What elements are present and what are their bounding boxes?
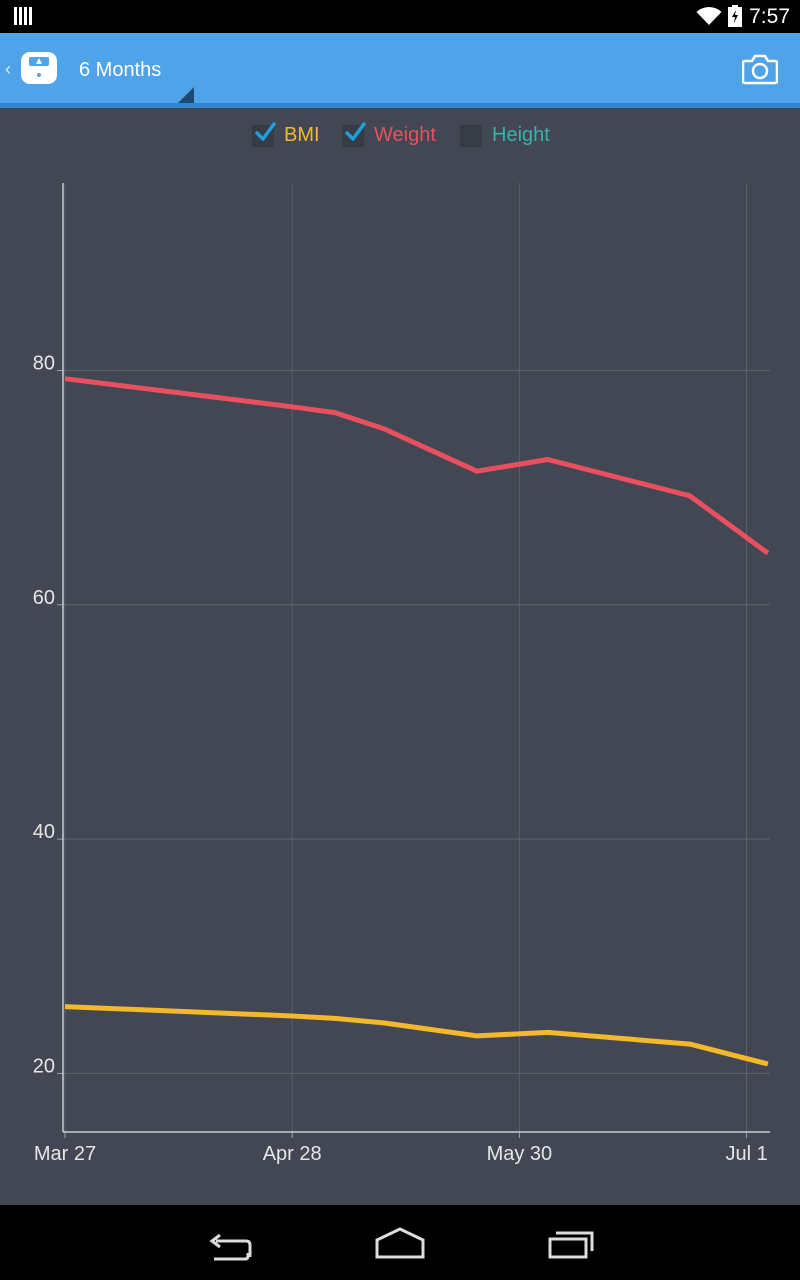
series-line-weight — [64, 376, 770, 556]
time-range-spinner[interactable]: 6 Months — [70, 45, 194, 103]
weight-bmi-line-chart: 20 40 60 80 Mar 27 Apr 28 May 30 Jul 1 — [33, 183, 770, 1165]
height-checkbox[interactable] — [460, 125, 482, 147]
legend-label-height: Height — [492, 124, 550, 146]
up-chevron-icon[interactable]: ‹ — [5, 59, 11, 79]
status-time: 7:57 — [749, 5, 790, 28]
legend-label-bmi: BMI — [284, 124, 320, 146]
y-tick-label: 60 — [33, 587, 55, 609]
status-bar: 7:57 — [0, 0, 800, 33]
notification-bars-icon — [14, 7, 32, 25]
camera-icon[interactable] — [742, 53, 778, 85]
scale-app-icon[interactable] — [20, 49, 58, 87]
bmi-check-icon — [255, 122, 276, 141]
x-tick-label: May 30 — [487, 1143, 553, 1165]
home-icon[interactable] — [370, 1223, 430, 1263]
y-tick-label: 80 — [33, 352, 55, 374]
x-tick-label: Mar 27 — [34, 1143, 96, 1165]
x-tick-label: Apr 28 — [263, 1143, 322, 1165]
recent-apps-icon[interactable] — [540, 1223, 600, 1263]
y-tick-label: 40 — [33, 821, 55, 843]
series-line-bmi — [64, 1004, 769, 1067]
x-tick-label: Jul 1 — [725, 1143, 767, 1165]
legend-label-weight: Weight — [374, 124, 436, 146]
back-icon[interactable] — [200, 1223, 260, 1263]
action-bar-divider — [0, 103, 800, 108]
time-range-title: 6 Months — [79, 59, 162, 81]
battery-charging-icon — [728, 5, 742, 27]
y-tick-label: 20 — [33, 1055, 55, 1077]
series-legend: BMI Weight Height — [0, 118, 800, 154]
navigation-bar — [0, 1205, 800, 1280]
wifi-icon — [696, 6, 722, 25]
weight-check-icon — [345, 122, 366, 141]
action-bar: ‹ 6 Months — [0, 33, 800, 103]
spinner-triangle-icon — [178, 87, 194, 103]
